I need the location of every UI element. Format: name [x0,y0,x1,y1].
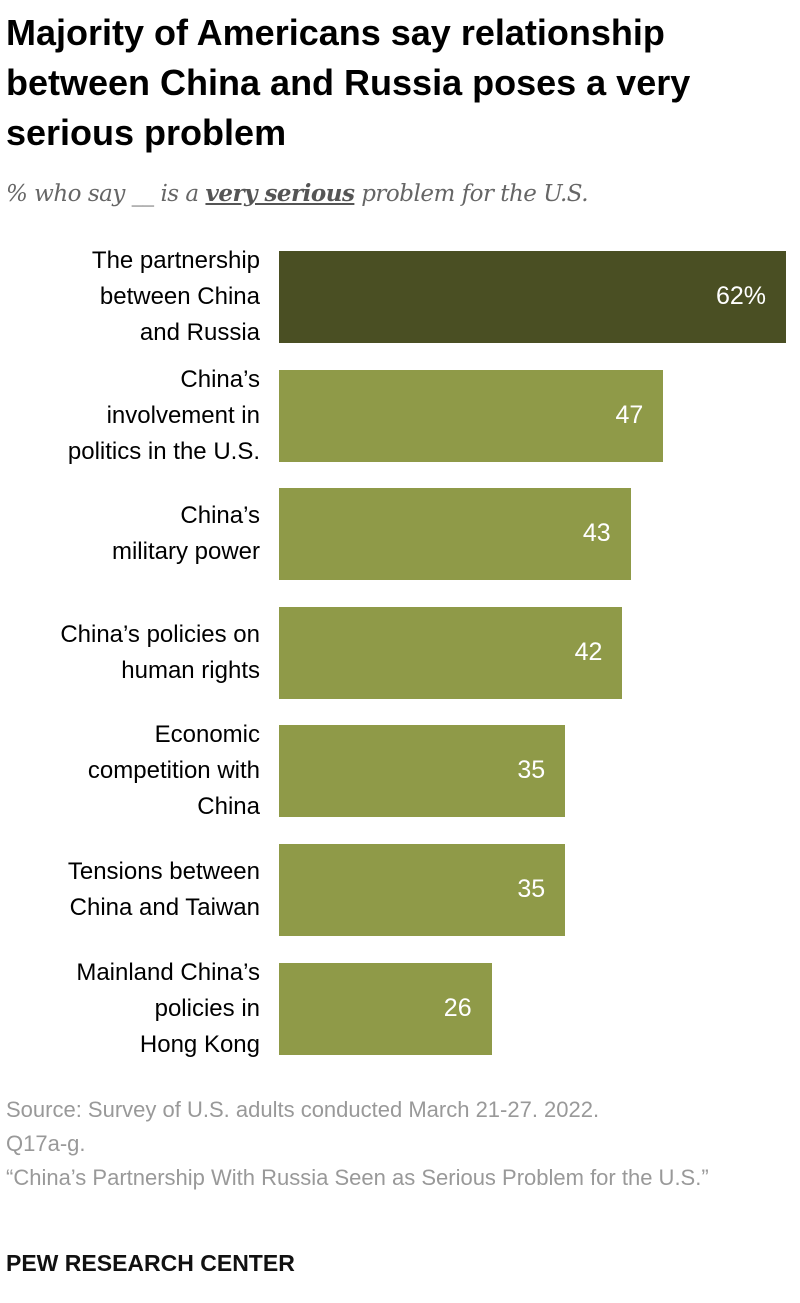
bar [279,251,786,343]
category-label: China’s military power [111,502,260,566]
category-label: China’s policies on human rights [60,620,260,684]
category-label: China’s involvement in politics in the U… [67,365,260,465]
report-title: “China’s Partnership With Russia Seen as… [6,1165,709,1190]
bar [279,488,631,581]
chart-subtitle: % who say __ is a very serious problem f… [6,180,589,207]
data-label: 26 [443,993,472,1022]
bar [279,844,566,936]
bar [279,369,664,462]
category-label: Economic competition with China [87,721,260,821]
data-label: 35 [517,756,546,785]
subtitle-text-end: problem for the U.S. [354,181,589,207]
footer-notes: Source: Survey of U.S. adults conducted … [6,1093,796,1195]
data-label: 35 [517,875,546,903]
chart-title: Majority of Americans say relationship b… [6,12,691,153]
data-label: 47 [615,400,644,429]
subtitle-text: % who say __ is a [6,181,206,207]
category-label: Mainland China’s policies in Hong Kong [76,958,260,1058]
data-label: 43 [582,519,611,548]
data-label: 42 [574,637,603,666]
bar [279,962,492,1055]
subtitle-emphasis: very serious [205,180,355,207]
source-note: Source: Survey of U.S. adults conducted … [6,1097,600,1156]
bar [279,606,623,699]
category-label: The partnership between China and Russia [91,247,260,346]
bar [279,725,566,818]
brand-logo: PEW RESEARCH CENTER [6,1250,295,1276]
data-label: 62% [715,282,766,310]
category-label: Tensions between China and Taiwan [67,858,260,921]
